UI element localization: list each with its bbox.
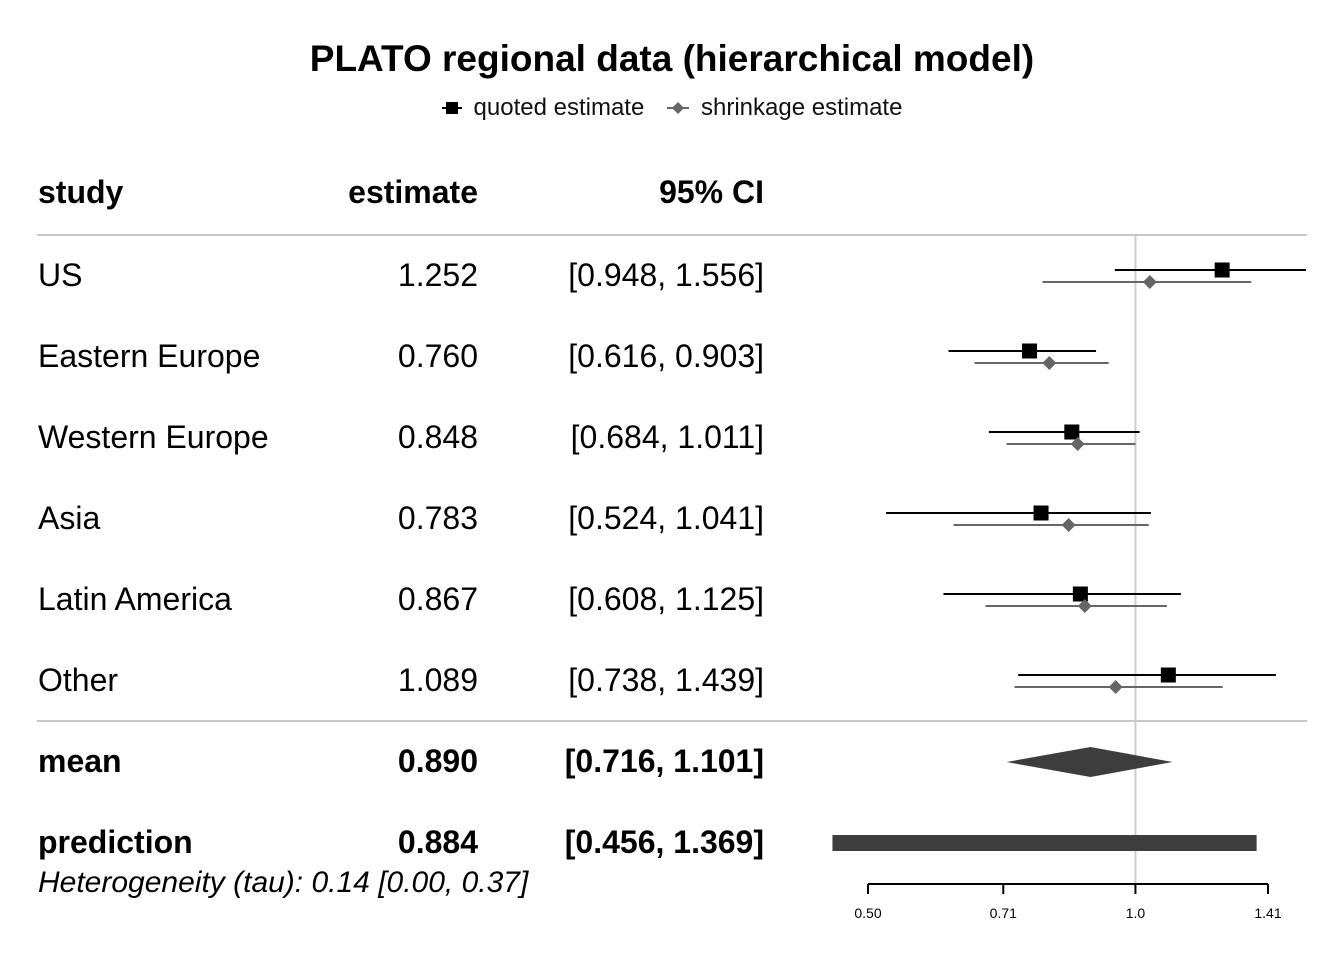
- column-header-study: study: [38, 174, 124, 210]
- summary-label: prediction: [38, 824, 193, 860]
- study-estimate: 1.089: [397, 662, 478, 698]
- mean-diamond: [1006, 747, 1173, 777]
- x-tick-label: 1.41: [1254, 905, 1281, 921]
- study-estimate: 0.867: [397, 581, 478, 617]
- legend-item-quoted: quoted estimate: [441, 94, 645, 122]
- summary-ci: [0.716, 1.101]: [564, 743, 764, 779]
- study-label: Western Europe: [38, 419, 269, 455]
- prediction-interval-bar: [832, 835, 1257, 851]
- study-label: Asia: [38, 500, 101, 536]
- summary-label: mean: [38, 743, 122, 779]
- shrinkage-estimate-marker: [1077, 599, 1092, 613]
- chart-title: PLATO regional data (hierarchical model): [309, 38, 1035, 79]
- legend-label-quoted: quoted estimate: [473, 94, 645, 121]
- heterogeneity-footnote: Heterogeneity (tau): 0.14 [0.00, 0.37]: [38, 866, 529, 899]
- diamond-marker-icon: [667, 102, 689, 114]
- study-ci: [0.616, 0.903]: [568, 338, 764, 374]
- summary-ci: [0.456, 1.369]: [564, 824, 764, 860]
- quoted-estimate-marker: [1022, 343, 1038, 359]
- shrinkage-estimate-marker: [1070, 437, 1085, 451]
- study-ci: [0.684, 1.011]: [570, 419, 764, 455]
- study-estimate: 1.252: [397, 257, 478, 293]
- shrinkage-estimate-marker: [1142, 275, 1157, 289]
- summary-estimate: 0.884: [397, 824, 478, 860]
- study-label: Other: [38, 662, 119, 698]
- quoted-estimate-marker: [1160, 667, 1176, 683]
- legend-item-shrinkage: shrinkage estimate: [667, 94, 902, 122]
- square-marker-icon: [441, 102, 462, 114]
- quoted-estimate-marker: [1214, 262, 1230, 278]
- shrinkage-estimate-marker: [1108, 680, 1123, 694]
- shrinkage-estimate-marker: [1061, 518, 1076, 532]
- quoted-estimate-marker: [1064, 424, 1080, 440]
- x-tick-label: 0.71: [990, 905, 1017, 921]
- study-ci: [0.608, 1.125]: [568, 581, 764, 617]
- legend-label-shrinkage: shrinkage estimate: [701, 94, 903, 121]
- study-estimate: 0.760: [397, 338, 478, 374]
- study-label: Latin America: [38, 581, 232, 617]
- column-header-estimate: estimate: [348, 174, 478, 210]
- shrinkage-estimate-marker: [1042, 356, 1057, 370]
- study-ci: [0.524, 1.041]: [568, 500, 764, 536]
- x-tick-label: 1.0: [1126, 905, 1146, 921]
- column-header-ci: 95% CI: [659, 174, 764, 210]
- study-ci: [0.738, 1.439]: [568, 662, 764, 698]
- header-divider: [37, 234, 1307, 236]
- summary-divider: [37, 720, 1307, 722]
- summary-estimate: 0.890: [397, 743, 478, 779]
- study-label: Eastern Europe: [38, 338, 261, 374]
- study-ci: [0.948, 1.556]: [568, 257, 764, 293]
- study-estimate: 0.848: [397, 419, 478, 455]
- x-tick-label: 0.50: [854, 905, 881, 921]
- legend: quoted estimate shrinkage estimate: [0, 94, 1344, 123]
- quoted-estimate-marker: [1072, 586, 1088, 602]
- study-estimate: 0.783: [397, 500, 478, 536]
- quoted-estimate-marker: [1033, 505, 1049, 521]
- study-label: US: [38, 257, 83, 293]
